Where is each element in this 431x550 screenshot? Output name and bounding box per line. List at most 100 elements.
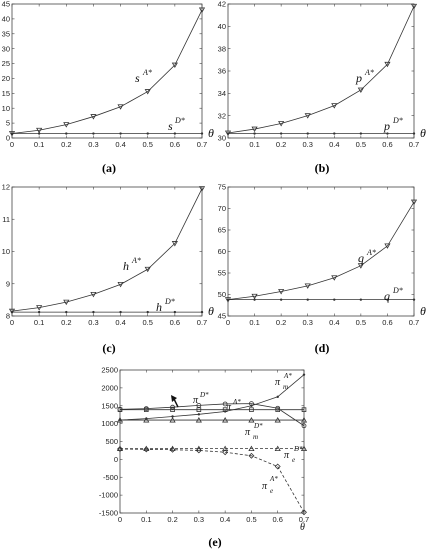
panel-b-point <box>251 126 258 133</box>
panel-c-point <box>63 299 70 306</box>
panel-d-ytick: 50 <box>218 290 226 299</box>
panel-b-point <box>412 132 416 135</box>
panel-b-xtick: 0.1 <box>249 140 259 149</box>
panel-e-series-label: π <box>245 427 251 438</box>
panel-e-point <box>170 407 175 412</box>
panel-d-series-label: q <box>358 251 364 265</box>
panel-e-ytick: 2500 <box>101 366 118 375</box>
panel-e-series-label: π <box>193 395 199 406</box>
panel-c-point <box>117 281 124 288</box>
panel-b-point <box>410 3 418 10</box>
panel-e-series-line <box>119 374 305 421</box>
panel-a-xtick: 0.5 <box>142 140 152 149</box>
panel-a-point <box>63 122 70 128</box>
panel-c-point <box>10 310 14 314</box>
panel-e-point <box>222 401 228 407</box>
panel-d-label: (d) <box>315 341 330 355</box>
panel-e-point <box>117 446 123 452</box>
panel-e-point <box>301 407 307 412</box>
panel-c-point <box>200 310 204 314</box>
panel-a-point <box>37 132 41 135</box>
panel-e-point <box>301 509 307 516</box>
panel-e-point <box>250 404 253 407</box>
panel-d-ytick: 65 <box>218 226 226 235</box>
panel-a-frame <box>11 3 203 139</box>
panel-e-point <box>170 404 175 410</box>
panel-b-xtick: 0.6 <box>382 140 392 149</box>
panel-e-point <box>143 417 150 423</box>
panel-c-series-label: h <box>123 259 129 273</box>
panel-c-xtick: 0.2 <box>61 318 71 327</box>
panel-b-ytick: 30 <box>218 134 226 143</box>
panel-a-ytick: 45 <box>2 0 10 9</box>
panel-e-point <box>274 463 281 470</box>
panel-a-point <box>10 132 14 135</box>
panel-e-theta-label: θ <box>300 522 305 533</box>
panel-a-xtick: 0 <box>10 140 14 149</box>
panel-e-point <box>276 395 279 399</box>
panel-d-point <box>386 298 389 301</box>
panel-d-ytick: 70 <box>218 204 226 213</box>
panel-a-point <box>171 62 178 69</box>
panel-e-point <box>274 417 281 423</box>
panel-d-xtick: 0.2 <box>276 318 286 327</box>
panel-b-series-label-sup: D* <box>392 116 403 125</box>
panel-b-point <box>304 113 311 119</box>
panel-e-point <box>116 445 124 452</box>
panel-d-xtick: 0.1 <box>249 318 259 327</box>
panel-d-xtick: 0.7 <box>409 318 419 327</box>
panel-d-ytick: 60 <box>218 247 226 256</box>
panel-d-point <box>278 289 285 295</box>
panel-e-series-label: π <box>275 377 281 388</box>
panel-e-xtick: 0.6 <box>272 515 282 524</box>
panel-b-xtick: 0.5 <box>356 140 366 149</box>
panel-a-series-label: s <box>135 71 140 85</box>
panel-a-theta-label: θ <box>208 126 214 140</box>
panel-e-point <box>302 373 306 376</box>
panel-e-point <box>248 452 255 459</box>
panel-e-xtick: 0.2 <box>167 515 177 524</box>
panel-e-point <box>223 410 227 413</box>
panel-a-ytick: 0 <box>6 134 10 143</box>
panel-e-series-label-sub: m <box>283 383 288 391</box>
panel-e-ytick: 1500 <box>101 401 118 410</box>
panel-a-series-label-sup: D* <box>174 116 185 125</box>
panel-a-point <box>144 89 151 95</box>
panel-c-xtick: 0.1 <box>34 318 44 327</box>
panel-c-ytick: 12 <box>2 183 10 192</box>
panel-c-point <box>144 266 151 273</box>
panel-e-point <box>169 417 176 423</box>
panel-c-xtick: 0.5 <box>142 318 152 327</box>
panel-e-series-label-sub: e <box>270 487 273 495</box>
panel-e-ytick: -1000 <box>99 491 118 500</box>
panel-d-point <box>251 293 258 300</box>
panel-e-pointer-arrow <box>173 398 179 408</box>
panel-b-point <box>357 87 364 93</box>
panel-d-xtick: 0.6 <box>382 318 392 327</box>
panel-b-ytick: 42 <box>218 0 226 9</box>
panel-b-point <box>306 132 309 135</box>
panel-b-ytick: 36 <box>218 67 226 76</box>
panel-e-xtick: 0.1 <box>141 515 151 524</box>
panel-e-point <box>222 449 229 456</box>
panel-d-point <box>333 298 336 301</box>
panel-e-xtick: 0.4 <box>220 515 230 524</box>
panel-b-point <box>384 61 391 68</box>
panel-e-ytick: 2000 <box>101 383 118 392</box>
panel-a-series-label-sup: A* <box>142 68 152 77</box>
panel-d-ytick: 75 <box>218 183 226 192</box>
panel-d-point <box>359 298 363 301</box>
panel-c-xtick: 0.3 <box>88 318 98 327</box>
panel-e-series-label-sub: e <box>292 456 295 464</box>
panel-a-series-line <box>11 9 203 134</box>
panel-e-point <box>300 417 308 423</box>
panel-b-xtick: 0.7 <box>409 140 419 149</box>
panel-c-point <box>119 310 122 314</box>
panel-a-xtick: 0.7 <box>197 140 207 149</box>
panel-e-series-label: π <box>226 402 232 413</box>
panel-d-xtick: 0.4 <box>329 318 339 327</box>
panel-e-xtick: 0.3 <box>194 515 204 524</box>
